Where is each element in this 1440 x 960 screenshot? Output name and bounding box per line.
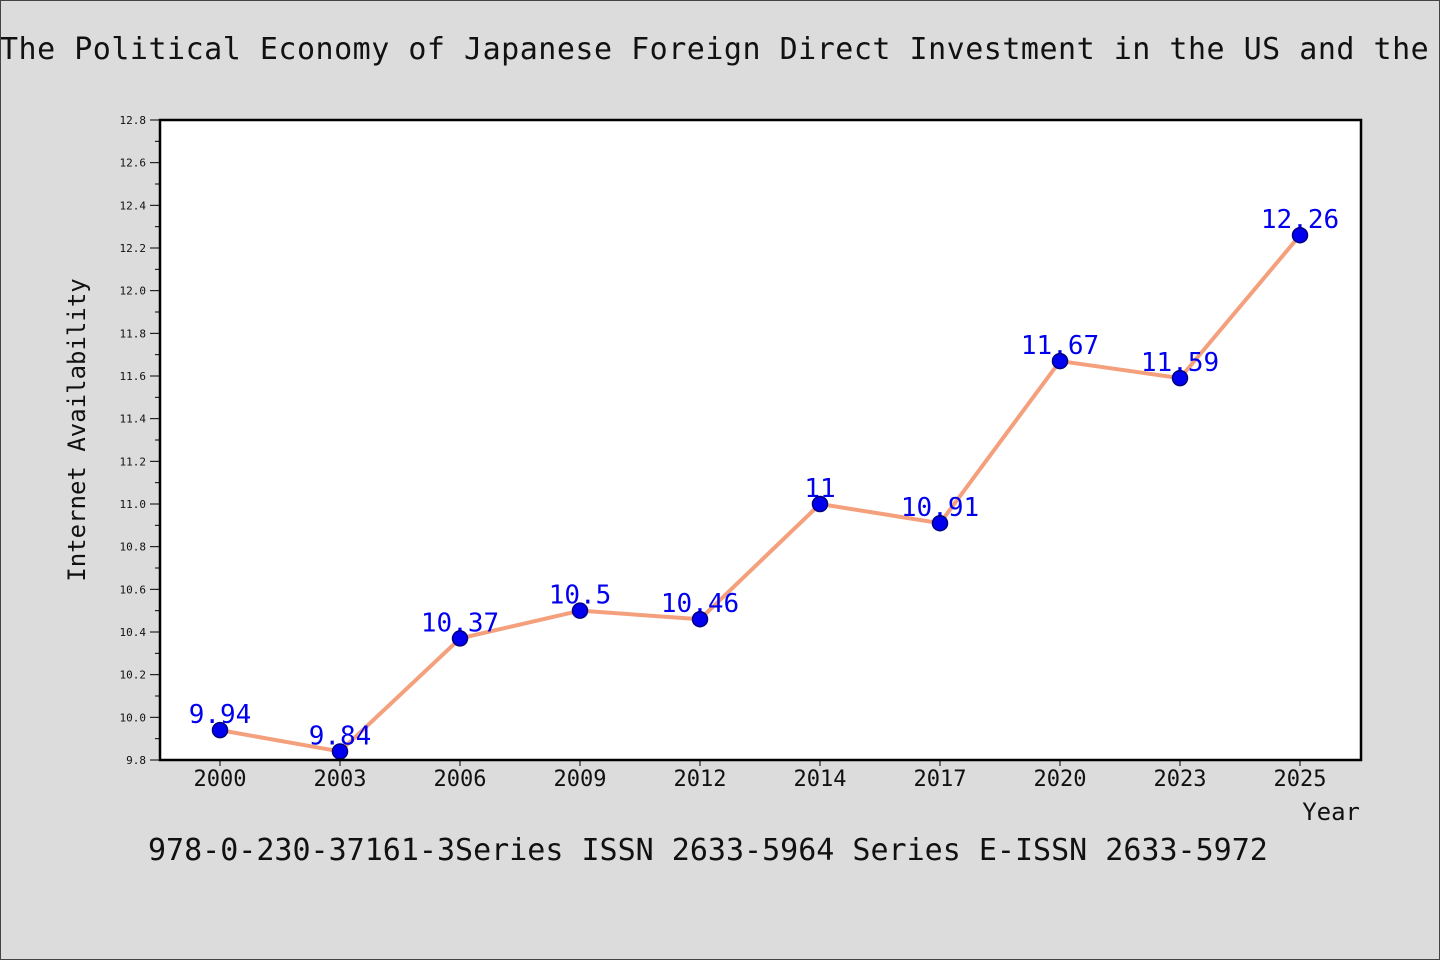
x-tick-label: 2009 [554,767,607,792]
y-tick-label: 11.4 [120,413,147,426]
x-tick-label: 2012 [674,767,727,792]
x-tick-label: 2017 [914,767,967,792]
y-tick-label: 11.0 [120,498,147,511]
y-tick-label: 10.0 [120,711,147,724]
y-tick-label: 12.2 [120,242,147,255]
isbn-caption: 978-0-230-37161-3Series ISSN 2633-5964 S… [148,833,1268,868]
data-point [451,630,469,647]
x-tick-label: 2020 [1034,767,1087,792]
x-tick-label: 2003 [314,767,367,792]
x-axis-label: Year [1302,798,1360,826]
y-tick-label: 11.8 [120,327,147,340]
data-point [571,602,589,619]
series-line [218,233,1302,754]
x-axis: 2000 2003 2006 2009 2012 2014 2017 2020 2023 2025 [194,760,1327,792]
data-point [1171,369,1189,387]
y-tick-label: 11.6 [120,370,147,383]
chart-title: The Political Economy of Japanese Foreig… [0,32,1440,67]
y-tick-label: 9.8 [126,754,146,767]
y-tick-label: 10.4 [120,626,147,639]
y-tick-label: 12.6 [120,157,147,170]
y-tick-label: 12.8 [120,114,147,127]
y-axis: 9.8 10.0 10.2 10.4 10.6 10.8 11.0 11.2 11.4 11.6 1… [120,114,160,767]
data-point [1291,226,1309,244]
data-point [691,610,709,628]
y-tick-label: 12.4 [120,199,147,212]
x-tick-label: 2000 [194,767,247,792]
data-point [211,721,229,739]
y-tick-label: 10.2 [120,669,147,682]
y-axis-label: Internet Availability [63,278,91,581]
plot-frame [158,118,1363,762]
data-point [811,495,829,513]
x-tick-label: 2006 [434,767,487,792]
y-tick-label: 10.8 [120,541,147,554]
x-tick-label: 2023 [1154,767,1207,792]
data-point [931,514,949,532]
y-tick-label: 12.0 [120,285,147,298]
y-tick-label: 10.6 [120,583,147,596]
data-point [331,743,349,760]
data-point [1051,352,1069,370]
y-tick-label: 11.2 [120,455,147,468]
x-tick-label: 2025 [1274,767,1327,792]
x-tick-label: 2014 [794,767,847,792]
plot-area [160,120,1361,760]
